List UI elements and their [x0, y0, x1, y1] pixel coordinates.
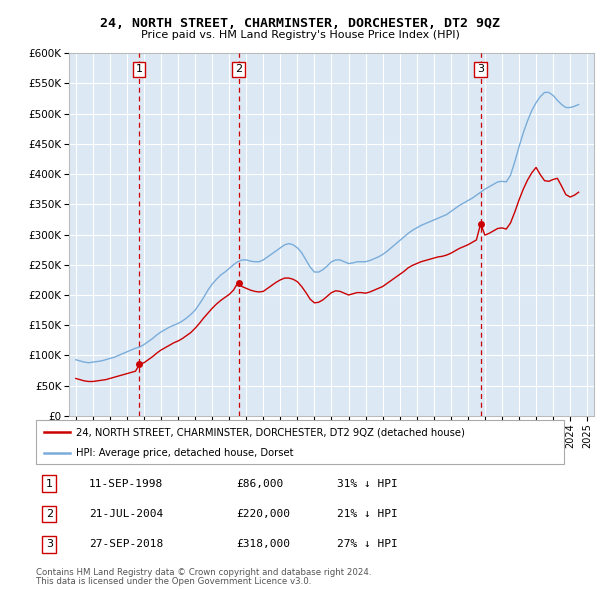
Text: HPI: Average price, detached house, Dorset: HPI: Average price, detached house, Dors… [76, 448, 293, 458]
Text: £220,000: £220,000 [236, 509, 290, 519]
Text: 3: 3 [46, 539, 53, 549]
Text: 11-SEP-1998: 11-SEP-1998 [89, 478, 163, 489]
Text: 27-SEP-2018: 27-SEP-2018 [89, 539, 163, 549]
Text: 31% ↓ HPI: 31% ↓ HPI [337, 478, 398, 489]
Text: Contains HM Land Registry data © Crown copyright and database right 2024.: Contains HM Land Registry data © Crown c… [36, 568, 371, 576]
Text: £86,000: £86,000 [236, 478, 284, 489]
Text: 1: 1 [46, 478, 53, 489]
Text: 1: 1 [136, 64, 142, 74]
Text: £318,000: £318,000 [236, 539, 290, 549]
Text: 24, NORTH STREET, CHARMINSTER, DORCHESTER, DT2 9QZ: 24, NORTH STREET, CHARMINSTER, DORCHESTE… [100, 17, 500, 30]
Text: 3: 3 [477, 64, 484, 74]
Text: 21% ↓ HPI: 21% ↓ HPI [337, 509, 398, 519]
Text: 27% ↓ HPI: 27% ↓ HPI [337, 539, 398, 549]
Text: 24, NORTH STREET, CHARMINSTER, DORCHESTER, DT2 9QZ (detached house): 24, NORTH STREET, CHARMINSTER, DORCHESTE… [76, 428, 464, 437]
Text: 21-JUL-2004: 21-JUL-2004 [89, 509, 163, 519]
Text: Price paid vs. HM Land Registry's House Price Index (HPI): Price paid vs. HM Land Registry's House … [140, 30, 460, 40]
Text: This data is licensed under the Open Government Licence v3.0.: This data is licensed under the Open Gov… [36, 577, 311, 586]
Text: 2: 2 [46, 509, 53, 519]
Text: 2: 2 [235, 64, 242, 74]
FancyBboxPatch shape [36, 420, 564, 464]
